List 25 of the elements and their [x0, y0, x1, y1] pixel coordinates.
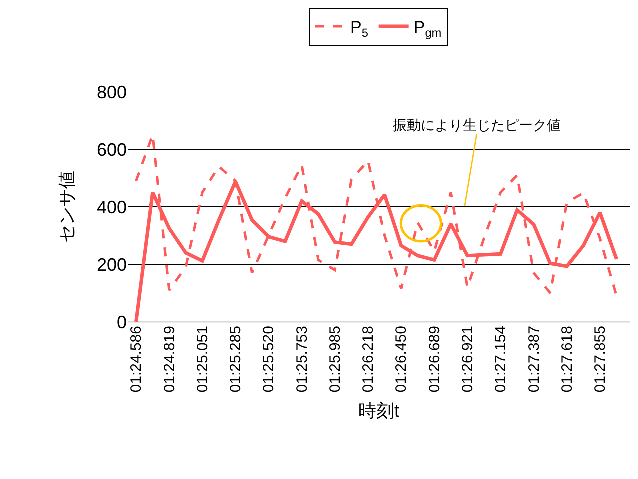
annotation: 振動により生じたピーク値 [393, 117, 561, 133]
x-tick-label: 01:25.520 [260, 326, 278, 393]
x-tick-label: 01:27.154 [492, 326, 510, 393]
x-tick-label: 01:26.921 [460, 326, 477, 393]
legend-label: P$_{5}$ [350, 18, 369, 40]
y-tick-label: 200 [96, 254, 127, 275]
x-tick-label: 01:26.450 [393, 326, 410, 393]
x-tick-label: 01:27.387 [526, 326, 543, 393]
x-tick-label: 01:27.855 [592, 326, 610, 393]
y-tick-label: 800 [96, 82, 127, 102]
x-tick-label: 01:26.218 [360, 326, 378, 393]
y-axis-title: センサ値 [57, 171, 78, 243]
x-tick-label: 01:26.689 [426, 326, 444, 393]
y-tick-label: 400 [96, 197, 127, 218]
y-tick-label: 0 [116, 312, 127, 332]
x-tick-label: 01:25.753 [294, 326, 311, 393]
legend-label: P$_{gm}$ [414, 18, 442, 40]
x-tick-label: 01:25.985 [326, 326, 344, 393]
x-axis-title: 時刻t [358, 400, 400, 421]
x-tick-label: 01:25.051 [194, 326, 212, 393]
x-tick-label: 01:24.819 [161, 326, 178, 393]
x-tick-label: 01:25.285 [228, 326, 245, 393]
x-tick-label: 01:24.586 [128, 326, 146, 393]
x-tick-label: 01:27.618 [558, 326, 576, 393]
y-tick-label: 600 [96, 140, 127, 160]
